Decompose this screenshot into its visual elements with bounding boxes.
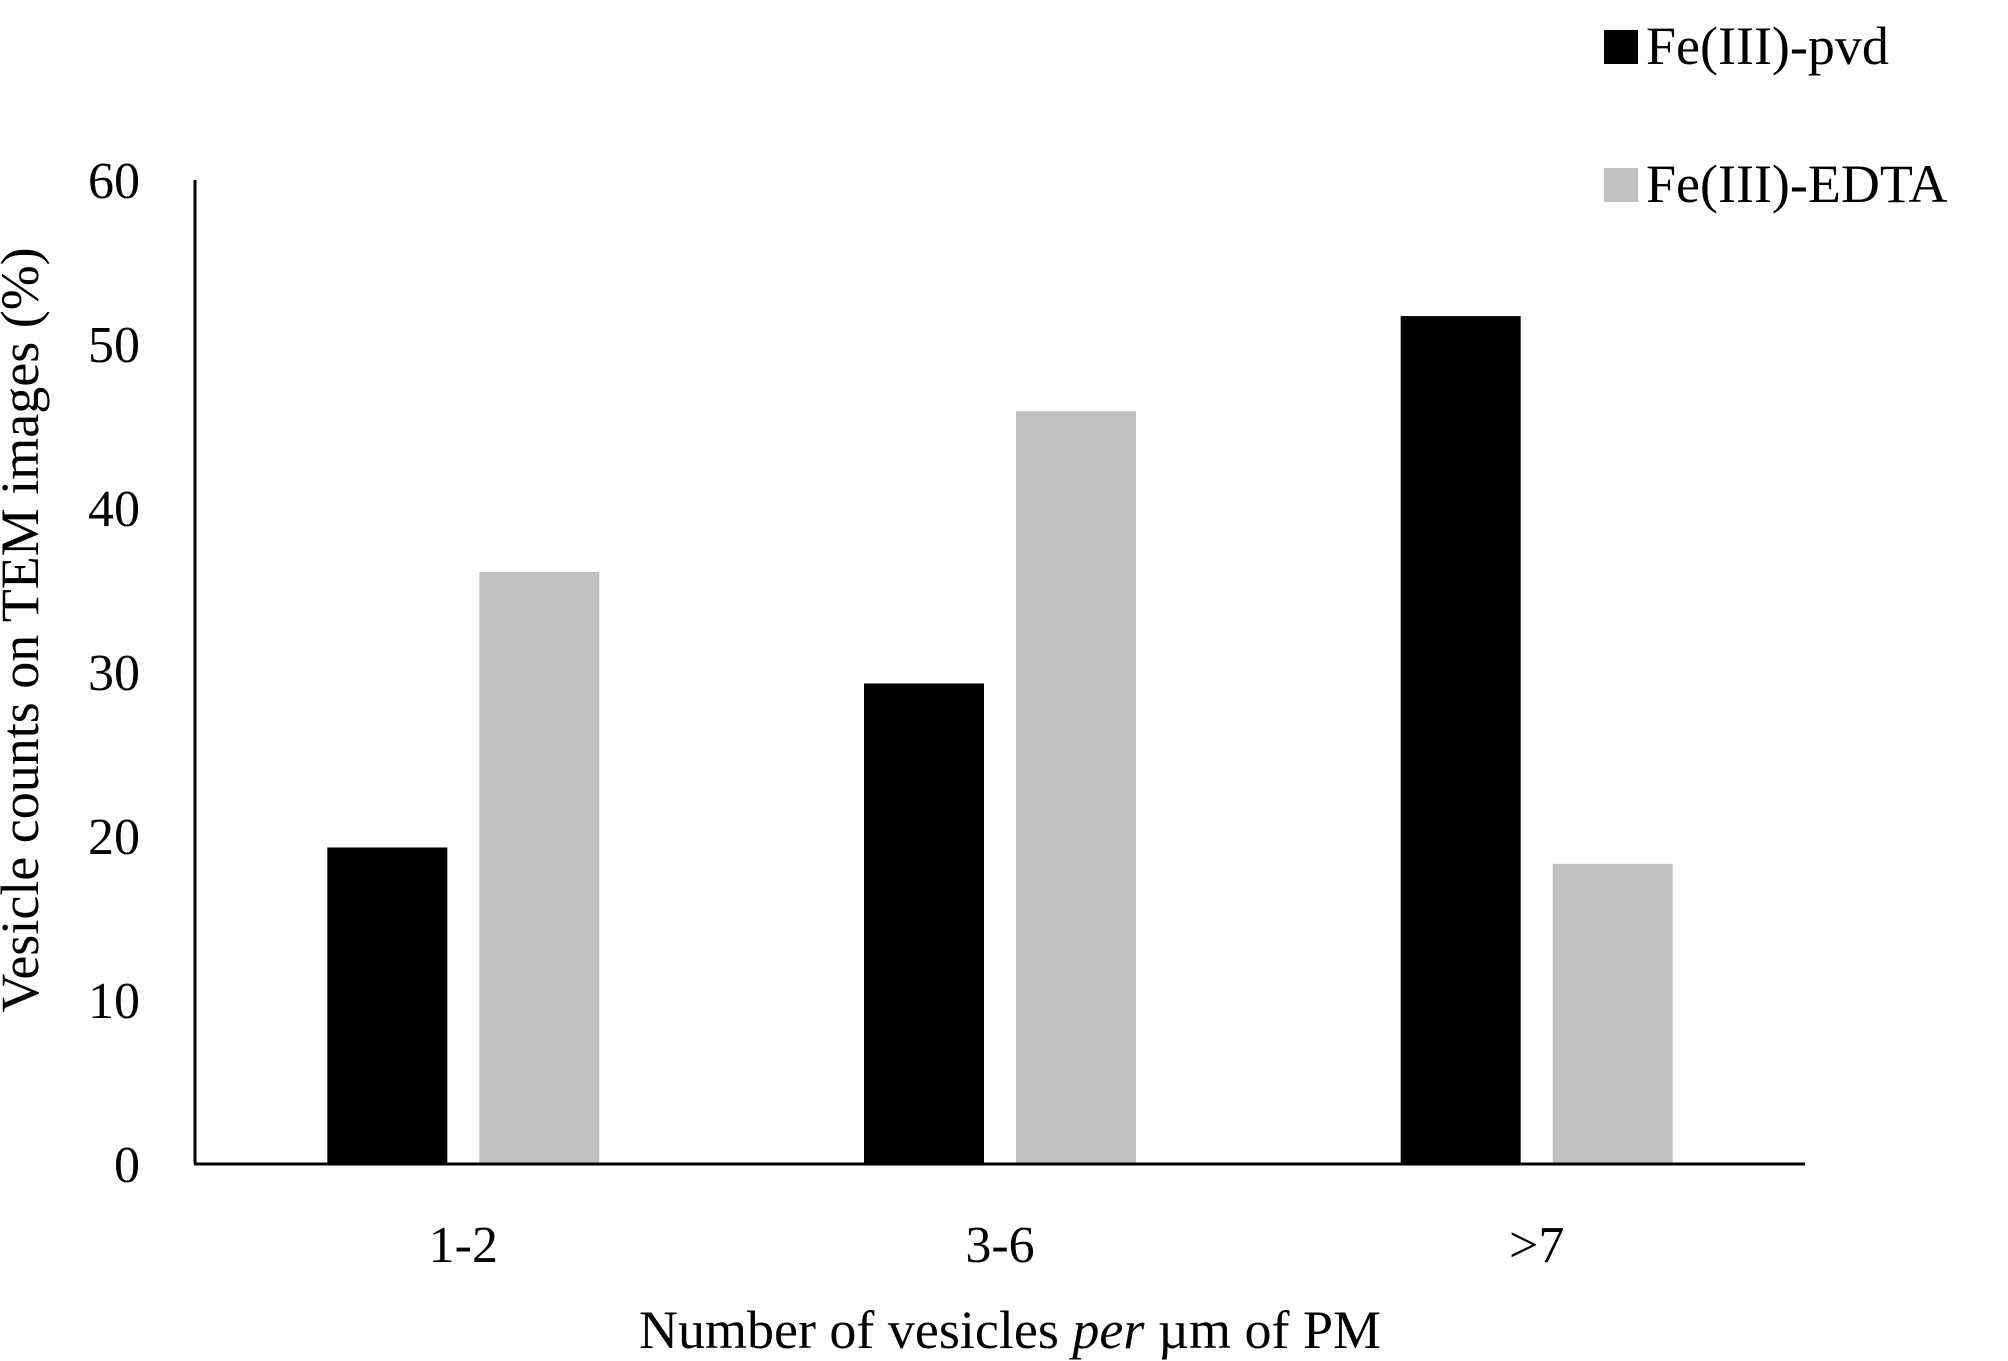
bar-fe-iii-pvd-3: [1400, 316, 1521, 1164]
bar-fe-iii-edta-2: [1016, 411, 1136, 1164]
legend: Fe(III)-pvd Fe(III)-EDTA: [1604, 16, 1948, 214]
y-tick-label: 40: [88, 481, 140, 538]
legend-label: Fe(III)-EDTA: [1646, 154, 1948, 214]
x-tick-labels: 1-2 3-6 >7: [429, 1217, 1565, 1274]
x-tick-label: 1-2: [429, 1217, 498, 1274]
x-axis-title-part-2: µm of PM: [1144, 1300, 1381, 1360]
bar-fe-iii-pvd-2: [864, 683, 984, 1164]
y-tick-labels: 0 10 20 30 40 50 60: [88, 153, 140, 1194]
x-axis-title-italic: per: [1068, 1300, 1145, 1360]
y-tick-label: 0: [114, 1137, 140, 1194]
y-axis-title: Vesicle counts on TEM images (%): [0, 247, 50, 1012]
x-tick-label: >7: [1509, 1217, 1564, 1274]
legend-swatch-2: [1604, 168, 1638, 202]
y-tick-label: 50: [88, 317, 140, 374]
bars: [327, 316, 1673, 1164]
y-tick-label: 30: [88, 645, 140, 702]
x-tick-label: 3-6: [965, 1217, 1034, 1274]
x-axis-title: Number of vesicles per µm of PM: [639, 1300, 1381, 1360]
y-tick-label: 60: [88, 153, 140, 210]
bar-fe-iii-edta-3: [1552, 863, 1673, 1164]
legend-label: Fe(III)-pvd: [1646, 16, 1889, 76]
bar-fe-iii-edta-1: [479, 571, 600, 1164]
bar-fe-iii-pvd-1: [327, 847, 448, 1164]
legend-swatch-1: [1604, 30, 1638, 64]
x-axis-title-part-1: Number of vesicles: [639, 1300, 1072, 1360]
y-tick-label: 20: [88, 809, 140, 866]
y-tick-label: 10: [88, 973, 140, 1030]
